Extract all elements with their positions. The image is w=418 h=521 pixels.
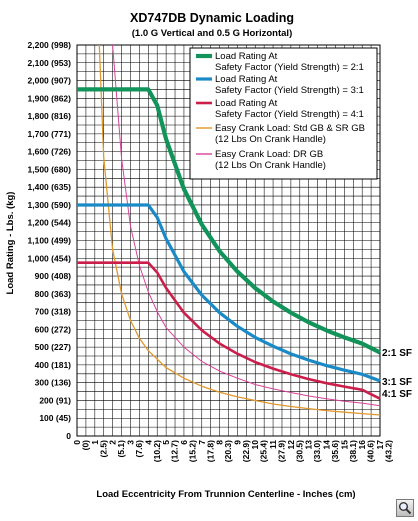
x-tick-label: 15 (339, 440, 349, 450)
y-tick-label: 1,900 (862) (28, 93, 72, 103)
x-axis-label: Load Eccentricity From Trunnion Centerli… (96, 489, 355, 500)
y-tick-label: 1,100 (499) (28, 236, 72, 246)
legend-label: Easy Crank Load: Std GB & SR GB (215, 123, 365, 134)
series-end-label: 4:1 SF (382, 389, 412, 400)
legend-label: Easy Crank Load: DR GB (215, 149, 323, 160)
x-tick-label-cm: (0) (81, 440, 91, 451)
x-tick-label: 10 (250, 440, 260, 450)
x-tick-label-cm: (2.5) (98, 440, 108, 458)
legend-label: Safety Factor (Yield Strength) = 2:1 (215, 62, 364, 73)
y-tick-label: 1,000 (454) (28, 253, 72, 263)
y-tick-label: 1,300 (590) (28, 200, 72, 210)
x-tick-label: 0 (72, 440, 82, 445)
x-tick-label: 3 (125, 440, 135, 445)
x-tick-label-cm: (27.9) (277, 440, 287, 462)
y-tick-label: 500 (227) (35, 342, 72, 352)
x-tick-label-cm: (25.4) (259, 440, 269, 462)
x-tick-label: 17 (375, 440, 385, 450)
series-end-label: 2:1 SF (382, 348, 412, 359)
y-tick-label: 1,500 (680) (28, 164, 72, 174)
x-tick-label: 7 (197, 440, 207, 445)
y-axis-label: Load Rating - Lbs. (kg) (5, 192, 16, 295)
x-tick-label: 14 (322, 440, 332, 450)
x-tick-label-cm: (35.6) (330, 440, 340, 462)
series-line-4 (112, 45, 381, 407)
series-line-0 (77, 87, 381, 355)
series-line-1 (77, 203, 381, 383)
series-end-label: 3:1 SF (382, 377, 412, 388)
x-tick-label-cm: (12.7) (170, 440, 180, 462)
x-tick-label-cm: (30.5) (294, 440, 304, 462)
y-tick-label: 300 (136) (35, 378, 72, 388)
x-tick-label-cm: (43.2) (384, 440, 394, 462)
x-tick-label-cm: (15.2) (187, 440, 197, 462)
y-tick-label: 1,700 (771) (28, 129, 72, 139)
x-tick-label: 2 (108, 440, 118, 445)
legend-label: Load Rating At (215, 51, 278, 62)
magnifier-icon (399, 502, 412, 515)
y-tick-label: 200 (91) (39, 395, 71, 405)
y-tick-label: 1,800 (816) (28, 111, 72, 121)
x-tick-label-cm: (10.2) (152, 440, 162, 462)
y-tick-label: 400 (181) (35, 360, 72, 370)
chart-subtitle: (1.0 G Vertical and 0.5 G Horizontal) (132, 28, 293, 39)
series-lines (77, 45, 381, 416)
legend-label: (12 Lbs On Crank Handle) (215, 134, 326, 145)
y-tick-label: 800 (363) (35, 289, 72, 299)
x-tick-label-cm: (20.3) (223, 440, 233, 462)
legend-label: Safety Factor (Yield Strength) = 4:1 (215, 109, 364, 120)
y-tick-label: 1,400 (635) (28, 182, 72, 192)
legend-label: Load Rating At (215, 74, 278, 85)
x-tick-label: 13 (304, 440, 314, 450)
y-tick-label: 2,000 (907) (28, 76, 72, 86)
x-tick-labels: 0 1 2 3 4 5 6 7 8 9 10 11 12 13 14 15 16 17(0) (2.5) (5.1)(… (72, 440, 394, 462)
series-line-2 (77, 261, 381, 400)
chart-title: XD747DB Dynamic Loading (130, 11, 294, 25)
legend-label: (12 Lbs On Crank Handle) (215, 160, 326, 171)
x-tick-label: 9 (232, 440, 242, 445)
x-tick-label-cm: (17.8) (205, 440, 215, 462)
series-end-labels: 2:1 SF 3:1 SF4:1 SF (382, 348, 412, 400)
y-tick-label: 100 (45) (39, 413, 71, 423)
x-tick-label-cm: (38.1) (348, 440, 358, 462)
x-tick-label: 4 (143, 440, 153, 445)
x-tick-label: 1 (90, 440, 100, 445)
x-tick-label: 11 (268, 440, 278, 449)
x-tick-label-cm: (33.0) (312, 440, 322, 462)
x-tick-label-cm: (5.1) (116, 440, 126, 458)
x-tick-label-cm: (40.6) (366, 440, 376, 462)
x-tick-label-cm: (22.9) (241, 440, 251, 462)
x-tick-label: 8 (215, 440, 225, 445)
y-tick-labels: 0 100 (45) 200 (91) 300 (136) 400 (181) 500 (… (28, 40, 72, 441)
legend-label: Load Rating At (215, 98, 278, 109)
x-tick-label: 6 (179, 440, 189, 445)
zoom-button[interactable] (396, 499, 414, 517)
y-tick-label: 700 (318) (35, 307, 72, 317)
legend-box (189, 47, 378, 180)
x-tick-label: 5 (161, 440, 171, 445)
y-tick-label: 1,600 (726) (28, 147, 72, 157)
y-tick-label: 900 (408) (35, 271, 72, 281)
x-tick-label: 12 (286, 440, 296, 450)
y-tick-label: 2,100 (953) (28, 58, 72, 68)
y-tick-label: 600 (272) (35, 324, 72, 334)
y-tick-label: 1,200 (544) (28, 218, 72, 228)
x-tick-label: 16 (357, 440, 367, 450)
y-tick-label: 0 (66, 431, 71, 441)
y-tick-label: 2,200 (998) (28, 40, 72, 50)
legend-label: Safety Factor (Yield Strength) = 3:1 (215, 85, 364, 96)
x-tick-label-cm: (7.6) (134, 440, 144, 458)
series-line-3 (98, 45, 381, 416)
